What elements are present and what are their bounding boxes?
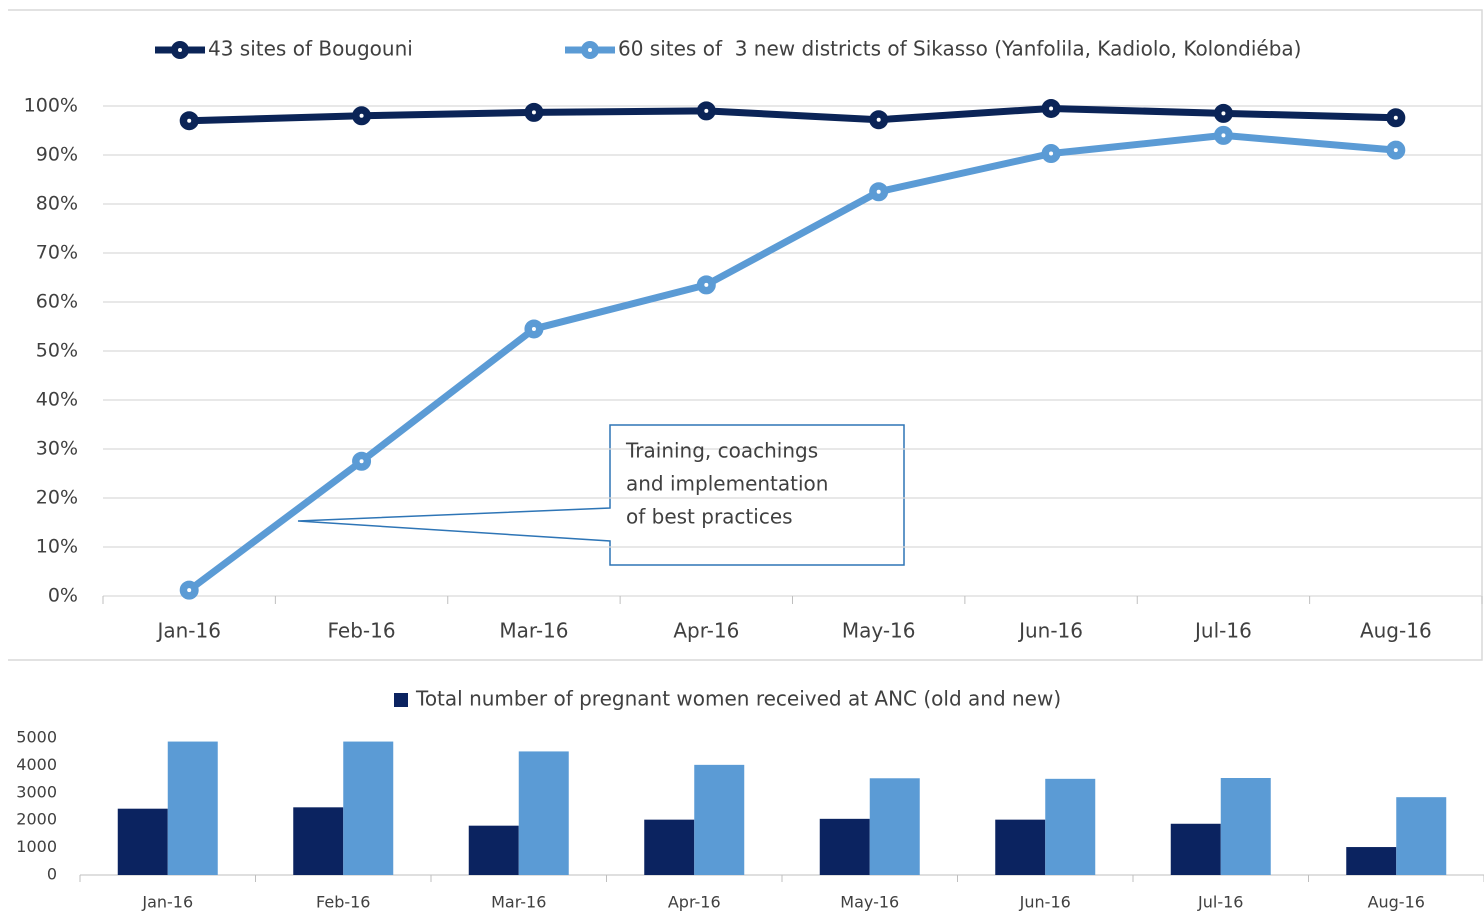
bar [1170, 823, 1221, 875]
marker-dot [1221, 111, 1226, 116]
y-tick-label: 40% [36, 389, 78, 411]
marker-dot [588, 48, 592, 52]
x-tick-label: Apr-16 [673, 619, 739, 643]
marker-dot [1393, 115, 1398, 120]
x-tick-label: Jan-16 [141, 893, 193, 912]
marker-dot [531, 110, 536, 115]
legend-swatch [394, 693, 408, 707]
marker-dot [704, 282, 709, 287]
bar [117, 808, 168, 875]
legend-label: 43 sites of Bougouni [208, 37, 413, 61]
marker-dot [187, 588, 192, 593]
y-tick-label: 50% [36, 340, 78, 362]
bar [468, 825, 519, 875]
y-tick-label: 5000 [16, 728, 57, 747]
x-tick-label: Jul-16 [1193, 619, 1252, 643]
bar [1346, 847, 1397, 875]
y-tick-label: 1000 [16, 837, 57, 856]
legend-label: 60 sites of 3 new districts of Sikasso (… [618, 37, 1301, 61]
bar [644, 819, 695, 875]
marker-dot [1221, 133, 1226, 138]
y-tick-label: 60% [36, 291, 78, 313]
y-tick-label: 100% [24, 95, 78, 117]
legend-label: Total number of pregnant women received … [415, 687, 1061, 711]
line-series [187, 131, 1397, 593]
line-series [189, 104, 1396, 125]
chart-frame [8, 9, 1483, 661]
y-tick-label: 30% [36, 438, 78, 460]
x-tick-label: Feb-16 [316, 893, 370, 912]
marker-dot [1393, 148, 1398, 153]
marker-dot [178, 48, 182, 52]
marker-dot [1049, 151, 1054, 156]
y-tick-label: 80% [36, 193, 78, 215]
y-tick-label: 0% [48, 585, 78, 607]
bar [1396, 797, 1447, 875]
marker-dot [1049, 106, 1054, 111]
marker-dot [531, 326, 536, 331]
x-tick-label: Jun-16 [1019, 893, 1071, 912]
y-tick-label: 4000 [16, 755, 57, 774]
bar [694, 764, 745, 875]
x-tick-label: May-16 [842, 619, 916, 643]
y-tick-label: 3000 [16, 782, 57, 801]
bar [1220, 778, 1271, 875]
annotation-callout [297, 424, 905, 566]
marker-dot [876, 189, 881, 194]
marker-dot [359, 113, 364, 118]
annotation-text: and implementation [626, 472, 828, 496]
y-tick-label: 2000 [16, 810, 57, 829]
y-tick-label: 90% [36, 144, 78, 166]
y-tick-label: 0 [47, 865, 57, 884]
x-tick-label: Jun-16 [1017, 619, 1083, 643]
bar [1045, 778, 1096, 875]
x-tick-label: Jul-16 [1197, 893, 1243, 912]
marker-dot [876, 117, 881, 122]
bar [293, 807, 344, 875]
annotation-text: Training, coachings [625, 439, 818, 463]
bar [995, 819, 1046, 875]
bar [167, 741, 218, 875]
marker-dot [704, 108, 709, 113]
x-tick-label: Mar-16 [491, 893, 546, 912]
x-tick-label: Aug-16 [1360, 619, 1432, 643]
y-tick-label: 70% [36, 242, 78, 264]
marker-dot [187, 118, 192, 123]
x-tick-label: Feb-16 [328, 619, 396, 643]
x-tick-label: Apr-16 [668, 893, 721, 912]
x-tick-label: Mar-16 [499, 619, 568, 643]
x-tick-label: Jan-16 [155, 619, 221, 643]
marker-dot [359, 459, 364, 464]
x-tick-label: Aug-16 [1368, 893, 1425, 912]
bar [343, 741, 394, 875]
y-tick-label: 20% [36, 487, 78, 509]
y-tick-label: 10% [36, 536, 78, 558]
annotation-text: of best practices [626, 505, 793, 529]
bar [819, 818, 870, 875]
bar [518, 751, 569, 875]
bar [869, 778, 920, 875]
x-tick-label: May-16 [840, 893, 899, 912]
